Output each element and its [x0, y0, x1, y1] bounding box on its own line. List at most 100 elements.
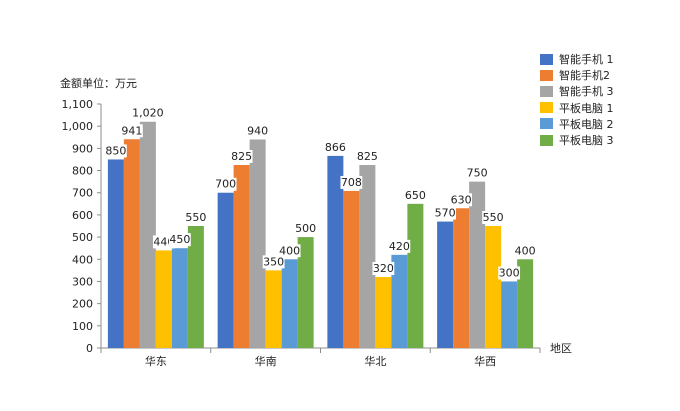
data-label-bg — [278, 244, 301, 258]
legend-label: 智能手机 1 — [559, 53, 614, 67]
data-label-bg — [372, 262, 395, 276]
bar — [249, 139, 266, 348]
x-tick-label: 华南 — [255, 354, 277, 368]
y-tick-label: 400 — [72, 253, 93, 266]
bar — [139, 121, 156, 348]
x-tick-label: 华北 — [364, 354, 386, 368]
bar — [407, 203, 424, 348]
bar — [281, 259, 298, 348]
y-tick-label: 700 — [72, 187, 93, 200]
bars — [107, 121, 534, 348]
x-axis-title: 地区 — [550, 342, 572, 355]
data-label-bg — [388, 239, 411, 253]
y-tick-label: 100 — [72, 320, 93, 333]
data-label-bg — [104, 144, 127, 158]
y-tick-label: 0 — [86, 342, 93, 355]
bar — [391, 254, 408, 348]
data-label-bg — [294, 222, 317, 236]
data-label: 350 — [263, 255, 284, 268]
legend-label: 智能手机 3 — [559, 85, 614, 99]
y-tick-label: 300 — [72, 275, 93, 288]
data-label: 650 — [405, 189, 426, 202]
data-label-bg — [498, 266, 521, 280]
data-label-bg — [230, 150, 253, 163]
data-label-bg — [184, 211, 207, 224]
data-label-bg — [514, 244, 537, 258]
data-label: 1,020 — [132, 107, 164, 120]
data-label: 866 — [325, 141, 346, 154]
data-label: 400 — [279, 244, 300, 257]
bar — [123, 139, 140, 348]
legend-label: 智能手机2 — [559, 69, 610, 83]
data-label: 825 — [357, 150, 378, 163]
legend-swatch — [540, 85, 553, 97]
bar — [265, 270, 282, 348]
data-label: 400 — [515, 244, 536, 257]
y-axis: 0 100 200 300 400 500 600 700 800 900 1,000 1,100 — [62, 98, 102, 355]
data-label-bg — [482, 211, 505, 224]
data-label: 500 — [295, 222, 316, 235]
legend-swatch — [540, 102, 553, 114]
data-label: 825 — [231, 150, 252, 163]
bar — [359, 165, 376, 348]
legend-item: 智能手机2 — [540, 67, 614, 83]
data-label: 630 — [451, 193, 472, 206]
bar — [107, 159, 124, 348]
y-tick-label: 900 — [72, 142, 93, 155]
data-label: 850 — [105, 144, 126, 157]
data-label-bg — [262, 255, 285, 269]
data-label-bg — [404, 188, 427, 202]
bar — [453, 208, 470, 348]
y-tick-label: 1,000 — [62, 120, 94, 133]
data-label-bg — [466, 166, 489, 180]
data-label-bg — [340, 175, 363, 189]
legend-item: 平板电脑 1 — [540, 100, 614, 116]
y-tick-label: 600 — [72, 209, 93, 222]
legend-swatch — [540, 118, 553, 130]
data-label-bg — [214, 177, 237, 191]
y-tick-label: 800 — [72, 165, 93, 178]
data-label: 941 — [121, 124, 142, 137]
y-tick-label: 1,100 — [62, 98, 94, 111]
data-label: 708 — [341, 176, 362, 189]
data-label: 700 — [215, 178, 236, 191]
data-label: 570 — [435, 207, 456, 220]
bar — [501, 281, 518, 348]
data-label: 300 — [499, 266, 520, 279]
data-label-bg — [246, 124, 269, 138]
legend: 智能手机 1 智能手机2 智能手机 3 平板电脑 1 平板电脑 2 平板电脑 3 — [540, 51, 614, 148]
legend-item: 智能手机 1 — [540, 51, 614, 67]
data-label: 320 — [373, 262, 394, 275]
bar — [155, 250, 172, 348]
data-label: 420 — [389, 240, 410, 253]
x-tick-label: 华东 — [145, 354, 167, 368]
data-label-bg — [168, 233, 191, 247]
data-label-bg — [356, 150, 379, 163]
legend-swatch — [540, 53, 553, 65]
legend-swatch — [540, 134, 553, 146]
bar — [517, 259, 534, 348]
bar — [187, 226, 204, 348]
y-tick-label: 500 — [72, 231, 93, 244]
legend-item: 平板电脑 2 — [540, 116, 614, 132]
legend-item: 智能手机 3 — [540, 83, 614, 99]
data-label: 550 — [483, 211, 504, 224]
y-tick-label: 200 — [72, 298, 93, 311]
bar — [217, 192, 234, 348]
legend-label: 平板电脑 2 — [559, 117, 614, 131]
bar — [469, 181, 486, 348]
y-axis-title: 金额单位：万元 — [60, 77, 137, 90]
data-label-bg — [130, 106, 166, 120]
bar — [437, 221, 454, 348]
legend-label: 平板电脑 3 — [559, 134, 614, 148]
bar — [343, 190, 360, 348]
data-label-bg — [450, 193, 473, 207]
data-label-bg — [434, 206, 457, 220]
data-label: 450 — [169, 233, 190, 246]
data-label-bg — [324, 140, 347, 154]
bar — [375, 277, 392, 348]
bar — [233, 165, 250, 348]
data-label-bg — [120, 124, 143, 138]
legend-swatch — [540, 69, 553, 81]
